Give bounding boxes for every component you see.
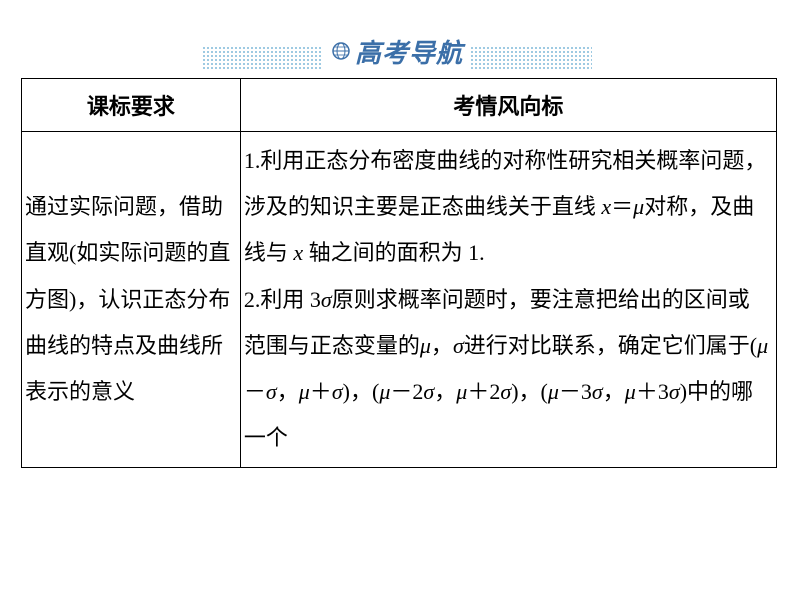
- globe-icon: [331, 41, 351, 61]
- var-mu3: μ: [757, 333, 768, 358]
- text-6: 进行对比联系，确定它们属于(: [464, 333, 757, 358]
- var-mu7: μ: [548, 379, 559, 404]
- header-col-left: 课标要求: [22, 79, 241, 132]
- var-sigma8: σ: [669, 379, 680, 404]
- var-mu1: μ: [633, 194, 644, 219]
- var-sigma2: σ: [453, 333, 464, 358]
- var-x1: x: [601, 194, 611, 219]
- text-eq: ＝: [611, 194, 633, 219]
- table-header-row: 课标要求 考情风向标: [22, 79, 777, 132]
- var-sigma5: σ: [423, 379, 434, 404]
- var-mu6: μ: [456, 379, 467, 404]
- text-3: 轴之间的面积为 1.: [303, 240, 485, 265]
- var-mu4: μ: [299, 379, 310, 404]
- cell-right: 1.利用正态分布密度曲线的对称性研究相关概率问题，涉及的知识主要是正态曲线关于直…: [240, 132, 776, 468]
- text-8: ，: [277, 379, 299, 404]
- text-16: ，: [603, 379, 625, 404]
- banner-title: 高考导航: [355, 33, 463, 70]
- banner-title-wrap: 高考导航: [323, 32, 471, 70]
- text-7: －: [244, 379, 266, 404]
- cell-left: 通过实际问题，借助直观(如实际问题的直方图)，认识正态分布曲线的特点及曲线所表示…: [22, 132, 241, 468]
- var-mu8: μ: [625, 379, 636, 404]
- text-9: ＋: [310, 379, 332, 404]
- text-13: ＋2: [467, 379, 500, 404]
- banner: 高考导航: [202, 32, 592, 74]
- text-5: ，: [431, 333, 453, 358]
- text-15: －3: [559, 379, 592, 404]
- var-sigma1: σ: [321, 287, 332, 312]
- header-col-right: 考情风向标: [240, 79, 776, 132]
- var-mu5: μ: [379, 379, 390, 404]
- var-mu2: μ: [420, 333, 431, 358]
- var-sigma4: σ: [332, 379, 343, 404]
- text-line2a: 2.利用 3: [244, 287, 321, 312]
- text-17: ＋3: [636, 379, 669, 404]
- text-14: )，(: [511, 379, 548, 404]
- text-10: )，(: [343, 379, 380, 404]
- text-11: －2: [390, 379, 423, 404]
- var-x2: x: [293, 240, 303, 265]
- var-sigma7: σ: [592, 379, 603, 404]
- var-sigma3: σ: [266, 379, 277, 404]
- var-sigma6: σ: [500, 379, 511, 404]
- content-table: 课标要求 考情风向标 通过实际问题，借助直观(如实际问题的直方图)，认识正态分布…: [21, 78, 777, 468]
- table-row: 通过实际问题，借助直观(如实际问题的直方图)，认识正态分布曲线的特点及曲线所表示…: [22, 132, 777, 468]
- text-12: ，: [434, 379, 456, 404]
